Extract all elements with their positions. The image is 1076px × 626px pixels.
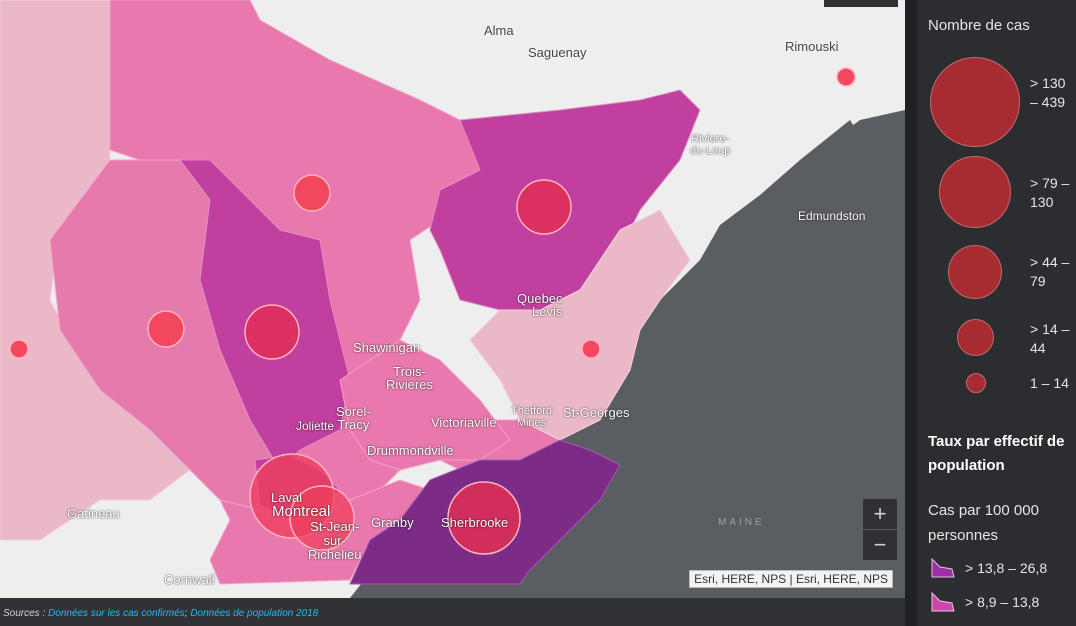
choropleth-map[interactable] [0,0,905,598]
legend-cases-title: Nombre de cas [928,17,1030,34]
legend-rate-title: Taux par effectif de population [928,433,1065,474]
sources-prefix: Sources : [3,608,49,619]
legend-rate-subtitle: Cas par 100 000 personnes [928,502,1039,544]
legend-class-5-label: 1 – 14 [1030,375,1069,391]
legend-rate-class-2-label: > 8,9 – 13,8 [965,594,1040,610]
city-label-thetford-mines: Thetford Mines [511,405,552,429]
city-label-quebec: Quebec [517,291,563,306]
case-circle-bas-st-laurent [836,67,856,87]
city-label-laval: Laval [271,490,303,505]
case-circle-sherbrooke [447,481,521,555]
legend-circle-class-4 [957,319,994,356]
legend-circle-class-3 [948,245,1002,299]
legend-panel: Nombre de cas > 130 – 439 > 79 – 130 > 4… [917,0,1076,626]
city-label-riviere-du-loup: Riviere- du-Loup [690,133,731,157]
sources-separator: ; [184,608,191,619]
legend-circle-class-2 [939,156,1011,228]
map-view[interactable]: Alma Saguenay Rimouski Riviere- du-Loup … [0,0,905,598]
case-circle-lanaudiere [244,304,300,360]
map-top-button[interactable] [824,0,898,7]
zoom-in-button[interactable]: + [863,499,897,529]
city-label-granby: Granby [371,515,414,530]
city-label-sherbrooke: Sherbrooke [441,515,509,530]
city-label-st-georges: St-Georges [563,405,630,420]
city-label-cornwall: Cornwall [164,572,215,587]
legend-circle-class-5 [966,373,986,393]
case-circle-laval [289,485,355,551]
legend-class-4-label: > 14 – 44 [1030,321,1070,356]
legend-circle-class-1 [930,57,1020,147]
city-label-shawinigan: Shawinigan [353,340,421,355]
city-label-saguenay: Saguenay [528,45,587,60]
city-label-sorel-tracy: Sorel- Tracy [336,404,371,432]
land-south [520,410,905,598]
panel-divider[interactable] [905,0,917,626]
city-label-edmundston: Edmundston [798,209,866,223]
city-label-drummondville: Drummondville [367,443,454,458]
city-label-rimouski: Rimouski [785,39,839,54]
footer-bar [0,598,905,626]
case-circle-mauricie [293,174,331,212]
city-label-gatineau: Gatineau [67,506,120,521]
city-label-montreal: Montreal [272,503,331,520]
case-circle-quebec [516,179,572,235]
case-circle-chaudiere [581,339,601,359]
case-circle-laurentides [147,310,185,348]
city-label-trois-rivieres: Trois- Rivieres [386,364,433,392]
legend-rate-swatch-2 [931,591,955,612]
sources-link-population[interactable]: Données de population 2018 [190,608,319,619]
legend-class-3-label: > 44 – 79 [1030,254,1070,289]
sources-line: Sources : Données sur les cas confirmés;… [3,608,318,619]
estuary [680,110,905,330]
city-label-joliette: Joliette [296,419,335,433]
sources-link-cases[interactable]: Données sur les cas confirmés [48,608,185,619]
legend-rate-class-1-label: > 13,8 – 26,8 [965,560,1048,576]
legend-class-2-label: > 79 – 130 [1030,175,1070,210]
case-circle-outaouais [9,339,29,359]
legend-rate-swatch-1 [931,557,955,578]
legend-class-1-label: > 130 – 439 [1030,75,1066,110]
state-label-maine: MAINE [718,517,765,528]
city-label-levis: Levis [532,304,563,319]
map-attribution[interactable]: Esri, HERE, NPS | Esri, HERE, NPS [689,570,893,588]
city-label-alma: Alma [484,23,514,38]
zoom-out-button[interactable]: − [863,530,897,560]
city-label-st-jean-sur-richelieu: St-Jean- sur- Richelieu [308,519,362,562]
city-label-victoriaville: Victoriaville [431,415,497,430]
